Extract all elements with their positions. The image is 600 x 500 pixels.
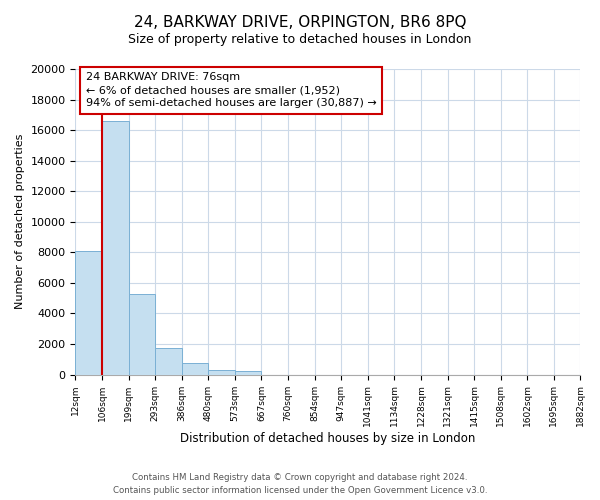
- Bar: [208, 370, 235, 374]
- Bar: [128, 294, 155, 374]
- Y-axis label: Number of detached properties: Number of detached properties: [15, 134, 25, 310]
- Text: 24 BARKWAY DRIVE: 76sqm
← 6% of detached houses are smaller (1,952)
94% of semi-: 24 BARKWAY DRIVE: 76sqm ← 6% of detached…: [86, 72, 376, 108]
- Bar: [155, 348, 182, 374]
- Text: Contains HM Land Registry data © Crown copyright and database right 2024.
Contai: Contains HM Land Registry data © Crown c…: [113, 474, 487, 495]
- Bar: [102, 121, 128, 374]
- Bar: [182, 363, 208, 374]
- Text: Size of property relative to detached houses in London: Size of property relative to detached ho…: [128, 32, 472, 46]
- Text: 24, BARKWAY DRIVE, ORPINGTON, BR6 8PQ: 24, BARKWAY DRIVE, ORPINGTON, BR6 8PQ: [134, 15, 466, 30]
- Bar: [76, 251, 102, 374]
- Bar: [235, 371, 262, 374]
- X-axis label: Distribution of detached houses by size in London: Distribution of detached houses by size …: [180, 432, 476, 445]
